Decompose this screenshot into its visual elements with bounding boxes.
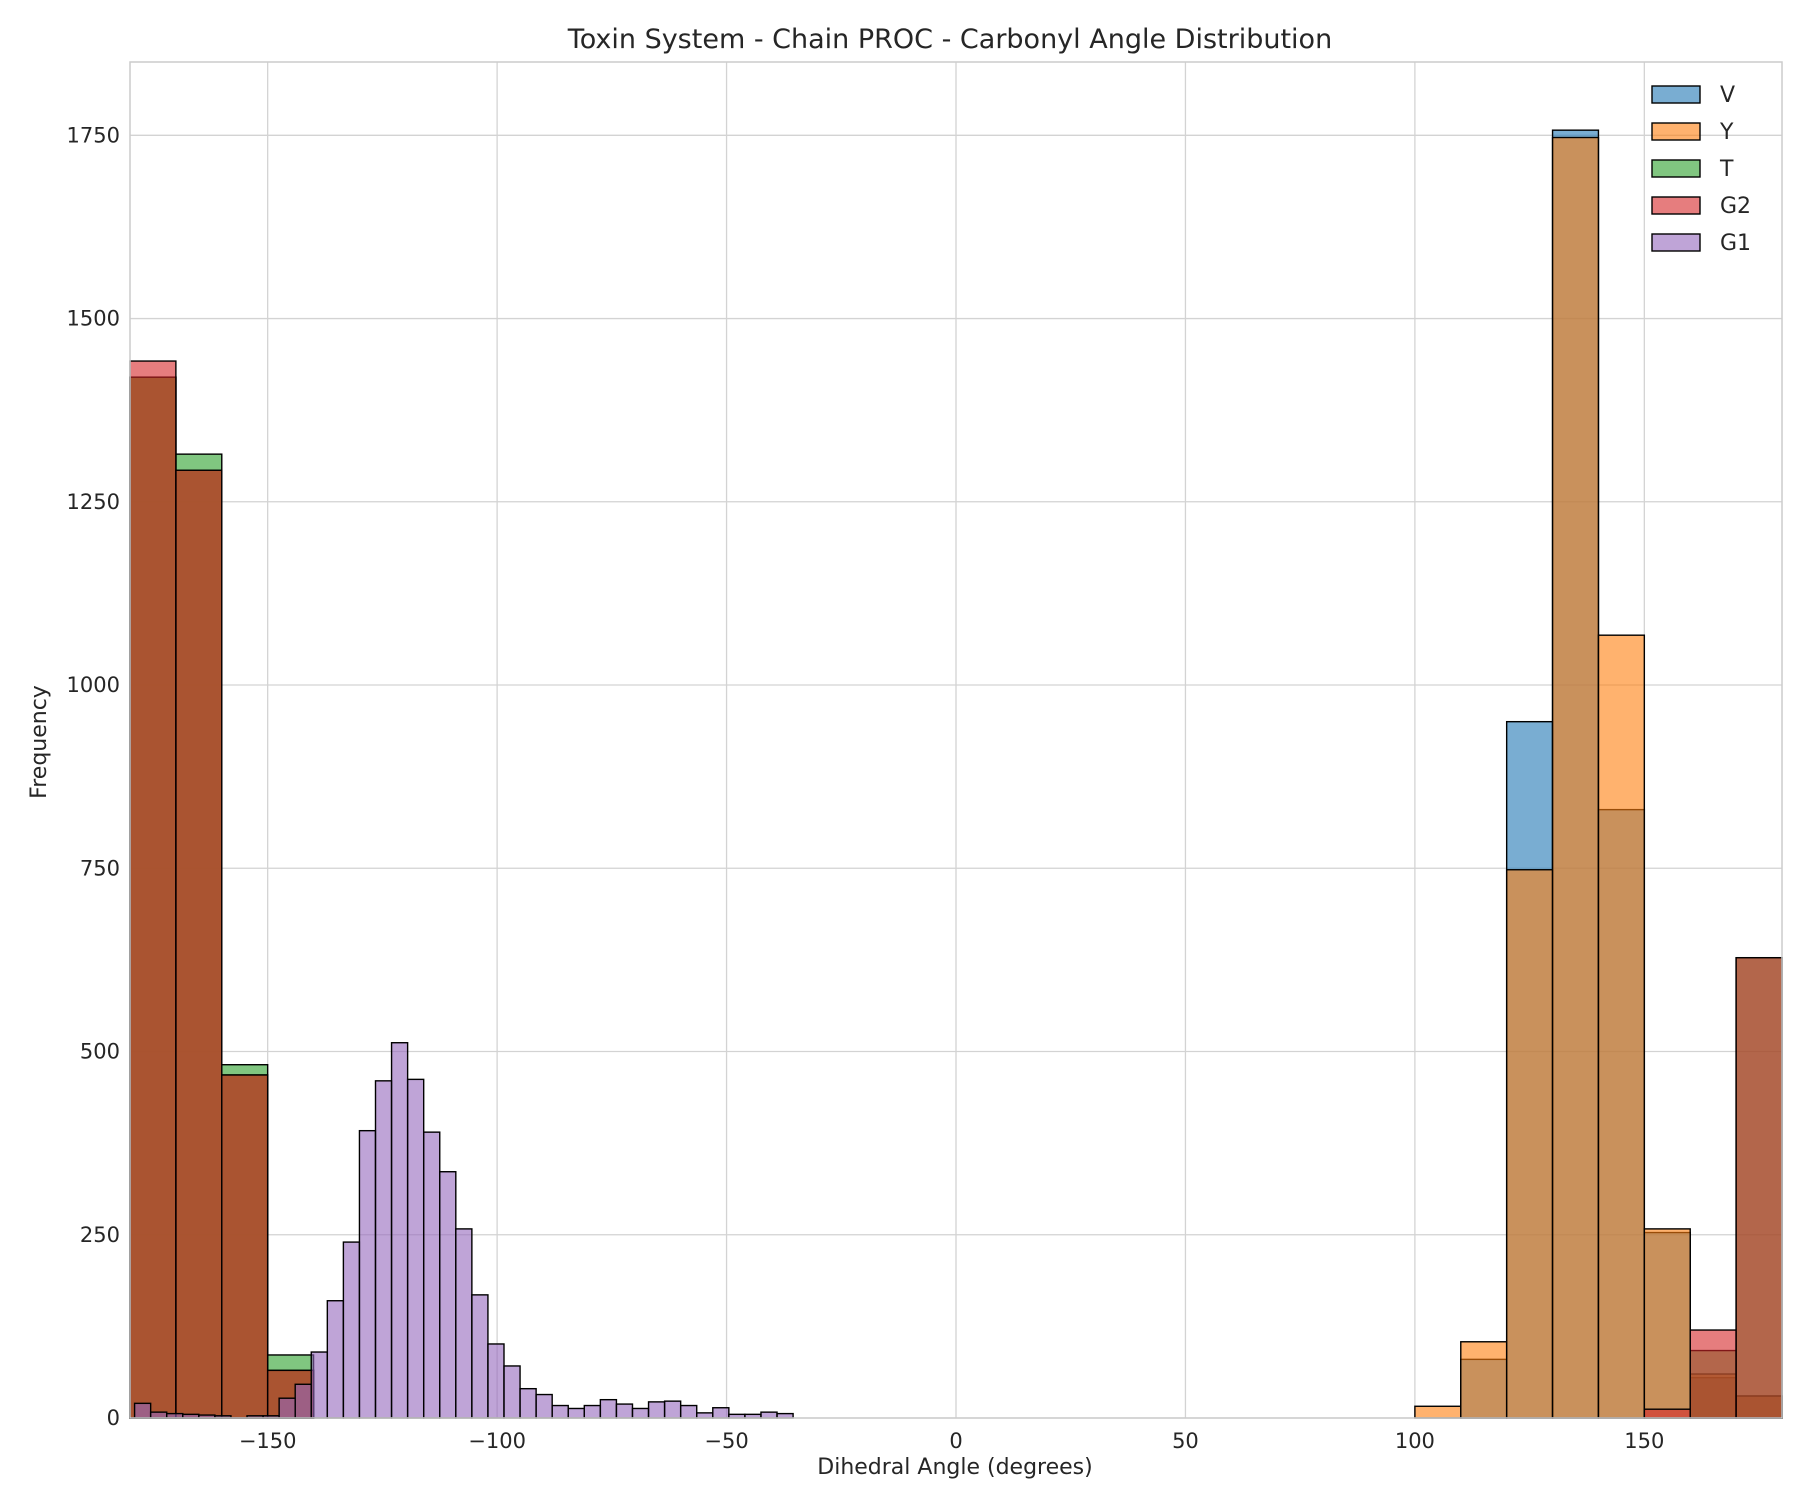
bar-g1: [567, 1407, 586, 1419]
x-axis-title: Dihedral Angle (degrees): [817, 1455, 1092, 1480]
series-g2: [129, 360, 1783, 1419]
bar-g1: [535, 1393, 553, 1419]
bar-y: [1597, 634, 1646, 1419]
bar-g1: [551, 1404, 569, 1419]
bar-g1: [599, 1398, 618, 1419]
legend-label: G1: [1720, 231, 1751, 256]
bar-g1: [455, 1228, 473, 1419]
legend: VYT G2 G1: [1651, 83, 1751, 256]
legend-swatch: [1651, 85, 1701, 104]
y-tick-label: 1750: [67, 123, 120, 147]
y-axis-title: Frequency: [27, 685, 52, 799]
legend-item-t: T: [1651, 157, 1734, 182]
y-tick-labels: 0 250 500 750 1000 1250 1500 1750: [67, 123, 120, 1430]
bar-g2: [1735, 956, 1783, 1419]
legend-item-g1: G1: [1651, 231, 1751, 256]
legend-swatch: [1651, 122, 1701, 141]
bar-y: [1505, 869, 1554, 1419]
bar-g1: [149, 1411, 168, 1419]
bar-g1: [422, 1131, 441, 1419]
bar-g1: [406, 1078, 425, 1419]
bar-g1: [133, 1402, 152, 1419]
legend-swatch: [1651, 159, 1701, 178]
bar-g2: [1643, 1408, 1691, 1419]
bar-g1: [519, 1387, 537, 1419]
x-tick-label: −100: [468, 1429, 526, 1453]
bar-g1: [358, 1129, 377, 1419]
x-tick-labels: −150 −100 −50 0 50 100 150: [239, 1429, 1665, 1453]
y-tick-label: 250: [80, 1223, 120, 1247]
bar-g1: [696, 1412, 714, 1419]
legend-item-v: V: [1651, 83, 1735, 108]
plot-frame: [129, 61, 1783, 1419]
grid: [130, 62, 1782, 1419]
x-tick-label: 100: [1395, 1429, 1435, 1453]
bar-g1: [615, 1403, 634, 1419]
bar-g2: [175, 469, 223, 1419]
bars: [129, 129, 1783, 1419]
bar-g1: [583, 1404, 602, 1419]
legend-label: G2: [1720, 194, 1751, 219]
bar-g1: [503, 1365, 521, 1419]
bar-g1: [342, 1241, 361, 1419]
legend-label: T: [1719, 157, 1734, 182]
series-g1: [133, 1042, 794, 1419]
x-tick-label: 50: [1172, 1429, 1199, 1453]
y-tick-label: 750: [80, 856, 120, 880]
x-tick-label: −150: [239, 1429, 297, 1453]
bar-g1: [487, 1343, 505, 1419]
bar-y: [1460, 1341, 1508, 1419]
bar-g1: [390, 1042, 409, 1419]
y-tick-label: 1000: [67, 673, 120, 697]
y-tick-label: 1500: [67, 307, 120, 331]
bar-g1: [712, 1407, 730, 1419]
legend-label: V: [1720, 83, 1735, 108]
legend-label: Y: [1719, 120, 1734, 145]
bar-g2: [129, 360, 177, 1419]
legend-swatch: [1651, 233, 1701, 252]
bar-g1: [631, 1407, 650, 1419]
bar-g1: [471, 1294, 489, 1419]
x-tick-label: −50: [704, 1429, 748, 1453]
bar-g1: [760, 1411, 778, 1419]
bar-y: [1414, 1405, 1462, 1419]
x-tick-label: 150: [1624, 1429, 1664, 1453]
legend-item-y: Y: [1651, 120, 1734, 145]
bar-g2: [221, 1074, 269, 1419]
bar-g1: [374, 1080, 393, 1419]
y-tick-label: 1250: [67, 490, 120, 514]
x-tick-label: 0: [949, 1429, 962, 1453]
bar-g1: [294, 1383, 312, 1419]
bar-y: [1551, 136, 1600, 1419]
bar-g1: [679, 1404, 698, 1419]
bar-g1: [326, 1300, 345, 1419]
bar-g1: [647, 1401, 666, 1419]
bar-g2: [1689, 1329, 1737, 1419]
chart-title: Toxin System - Chain PROC - Carbonyl Ang…: [567, 24, 1332, 55]
bar-g1: [278, 1397, 296, 1419]
bar-g1: [310, 1351, 329, 1419]
legend-item-g2: G2: [1651, 194, 1751, 219]
bar-g1: [663, 1400, 682, 1419]
y-tick-label: 0: [107, 1406, 120, 1430]
bar-y: [1643, 1228, 1691, 1419]
legend-swatch: [1651, 196, 1701, 215]
bar-g1: [439, 1171, 457, 1419]
y-tick-label: 500: [80, 1040, 120, 1064]
